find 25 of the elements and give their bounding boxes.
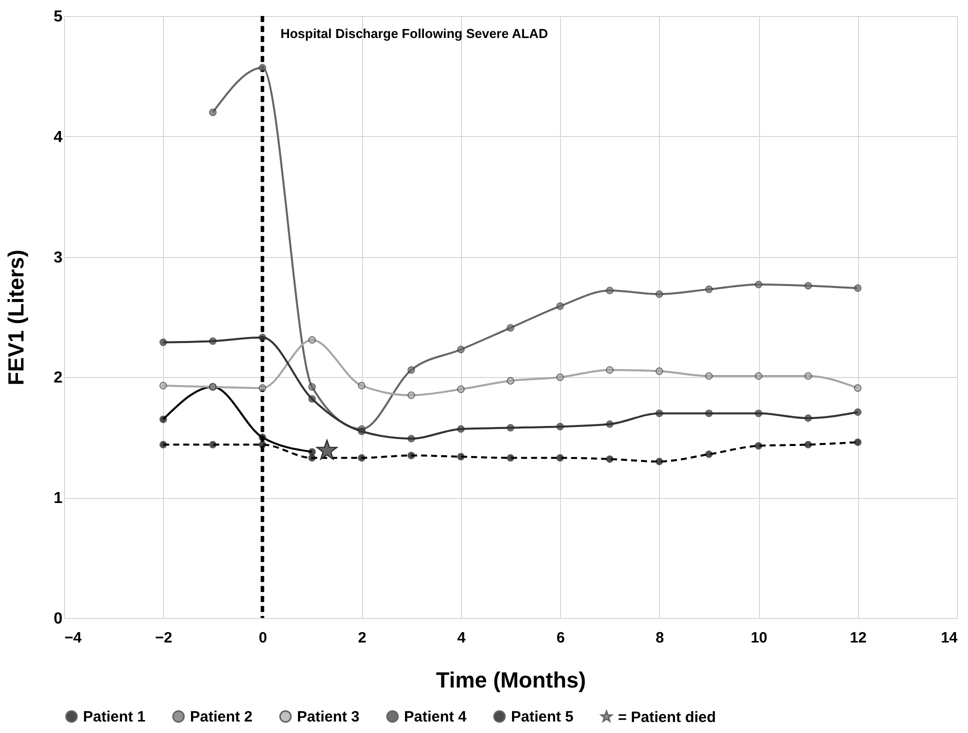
x-tick-label: −2 xyxy=(155,630,172,646)
x-tick-label: 14 xyxy=(940,630,958,646)
y-tick-label: 5 xyxy=(54,8,63,26)
legend-label: Patient 5 xyxy=(511,708,574,726)
y-axis-title: FEV1 (Liters) xyxy=(4,250,29,386)
x-tick-label: −4 xyxy=(64,630,82,646)
y-tick-label: 1 xyxy=(54,490,63,508)
x-tick-label: 2 xyxy=(358,630,366,646)
ref-line-label: Hospital Discharge Following Severe ALAD xyxy=(280,26,548,41)
legend-label: Patient 2 xyxy=(190,708,253,726)
y-tick-label: 2 xyxy=(54,370,63,387)
x-tick-label: 8 xyxy=(656,630,664,646)
x-tick-label: 4 xyxy=(457,630,466,646)
legend-label: Patient 1 xyxy=(83,708,146,726)
legend-label: = Patient died xyxy=(618,708,716,726)
x-tick-label: 10 xyxy=(750,630,768,646)
x-tick-label: 0 xyxy=(258,630,268,646)
x-axis-title: Time (Months) xyxy=(436,668,586,692)
y-tick-label: 3 xyxy=(54,249,63,266)
y-tick-label: 0 xyxy=(54,610,63,628)
y-tick-label: 4 xyxy=(54,128,63,146)
legend-label: Patient 3 xyxy=(297,708,360,726)
x-tick-label: 12 xyxy=(850,630,867,646)
x-tick-label: 6 xyxy=(556,630,565,646)
legend-label: Patient 4 xyxy=(404,708,468,726)
